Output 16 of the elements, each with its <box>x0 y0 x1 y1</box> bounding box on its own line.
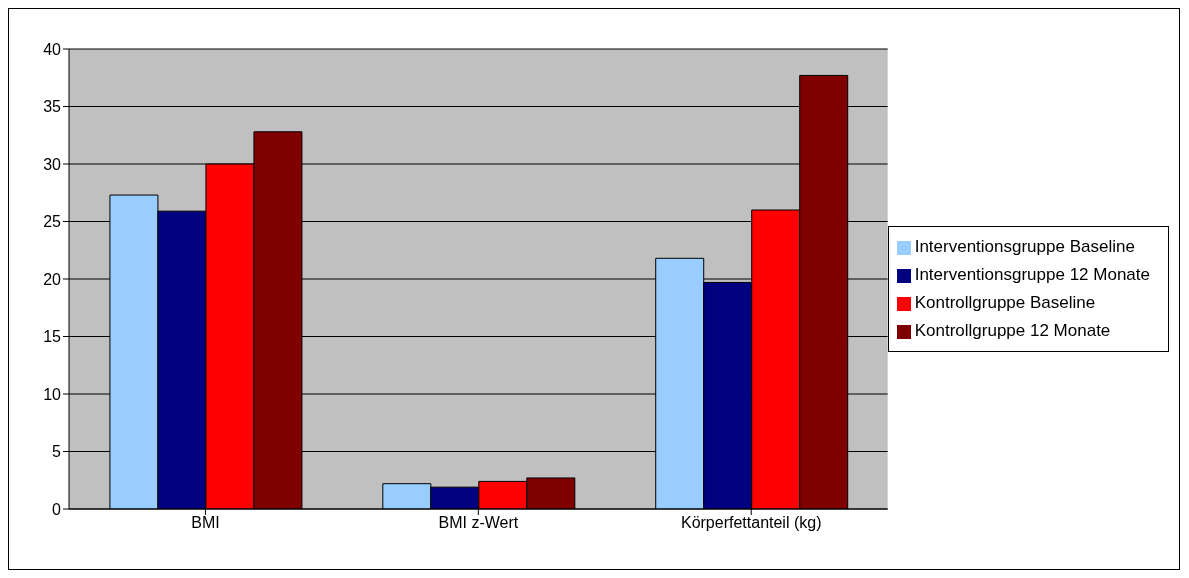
legend-label: Kontrollgruppe 12 Monate <box>914 321 1111 340</box>
y-tick-label: 25 <box>43 213 62 231</box>
legend-label: Interventionsgruppe Baseline <box>914 237 1135 256</box>
y-tick-label: 40 <box>43 40 62 58</box>
y-tick-label: 20 <box>43 270 62 288</box>
y-tick-label: 10 <box>43 385 62 403</box>
legend-label: Kontrollgruppe Baseline <box>914 293 1096 312</box>
y-tick-label: 30 <box>43 155 62 173</box>
y-tick-label: 15 <box>43 328 62 346</box>
x-tick-label: BMI <box>191 514 220 532</box>
y-tick-label: 35 <box>43 98 62 116</box>
legend-label: Interventionsgruppe 12 Monate <box>914 265 1150 284</box>
x-tick-label: Körperfettanteil (kg) <box>680 514 822 532</box>
x-tick-label: BMI z-Wert <box>438 514 519 532</box>
y-tick-label: 0 <box>52 500 62 518</box>
y-tick-label: 5 <box>52 443 62 461</box>
